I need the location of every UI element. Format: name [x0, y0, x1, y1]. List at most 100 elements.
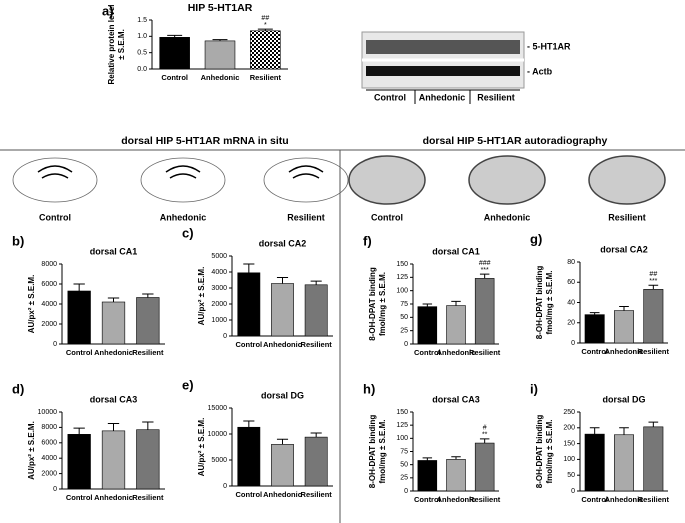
chart-title: dorsal CA1: [432, 246, 480, 256]
panel-label: i): [530, 381, 538, 396]
y-tick-label: 25: [400, 475, 408, 482]
y-tick-label: 100: [396, 435, 408, 442]
y-tick-label: 6000: [41, 440, 57, 447]
blot-band-label: - Actb: [527, 66, 553, 76]
y-tick-label: 60: [567, 279, 575, 286]
bar: [271, 444, 294, 487]
image-label: Resilient: [287, 212, 325, 222]
bar: [417, 460, 438, 492]
chart-title: HIP 5-HT1AR: [188, 2, 253, 14]
bar: [643, 289, 664, 344]
y-tick-label: 150: [563, 440, 575, 447]
y-tick-label: 8000: [41, 424, 57, 431]
y-tick-label: 75: [400, 301, 408, 308]
error-bar: [422, 457, 433, 461]
significance: **: [482, 432, 488, 439]
y-axis-label: fmol/mg ± S.E.M.: [545, 420, 554, 484]
chart-title: dorsal DG: [261, 390, 304, 400]
x-tick-label: Anhedonic: [605, 495, 644, 504]
chart-title: dorsal CA1: [90, 246, 138, 256]
panel-label: d): [12, 381, 24, 396]
x-tick-label: Control: [235, 490, 262, 499]
error-bar: [648, 421, 659, 427]
bar: [204, 40, 236, 70]
y-tick-label: 0: [53, 486, 57, 493]
error-bar: [276, 276, 289, 284]
bar: [304, 284, 328, 337]
y-axis-label: 8-OH-DPAT binding: [535, 266, 544, 340]
x-tick-label: Control: [414, 495, 441, 504]
y-axis-label: AU/px² ± S.E.M.: [27, 275, 36, 334]
panel-label: a): [102, 3, 114, 18]
y-tick-label: 50: [567, 472, 575, 479]
error-bar: [257, 28, 273, 31]
x-tick-label: Resilient: [301, 490, 333, 499]
bar: [584, 314, 605, 344]
y-tick-label: 75: [400, 448, 408, 455]
y-tick-label: 200: [563, 425, 575, 432]
bar: [136, 429, 160, 490]
error-bar: [73, 427, 85, 435]
error-bar: [589, 312, 600, 315]
significance: *: [264, 22, 267, 29]
error-bar: [310, 432, 322, 438]
y-axis-label: AU/px² ± S.E.M.: [27, 421, 36, 480]
autorad-images: [348, 155, 666, 205]
bar: [614, 310, 634, 344]
y-tick-label: 2000: [211, 301, 227, 308]
y-tick-label: 1.0: [137, 33, 147, 40]
blot-group-label: Resilient: [477, 92, 515, 102]
significance: ###: [479, 260, 491, 267]
y-axis-label: ± S.E.M.: [117, 29, 126, 60]
y-axis-label: Relative protein level: [107, 4, 116, 84]
chart-title: dorsal CA2: [259, 238, 307, 248]
x-tick-label: Control: [235, 340, 262, 349]
y-tick-label: 8000: [41, 261, 57, 268]
bar: [271, 283, 294, 337]
blot-image: [361, 31, 525, 89]
y-tick-label: 150: [396, 409, 408, 416]
x-tick-label: Anhedonic: [94, 348, 133, 357]
bar: [159, 37, 190, 70]
x-tick-label: Control: [66, 348, 93, 357]
blot-group-label: Control: [374, 92, 406, 102]
error-bar: [619, 427, 629, 435]
error-bar: [73, 283, 85, 291]
y-tick-label: 0: [53, 341, 57, 348]
x-tick-label: Resilient: [132, 348, 164, 357]
y-tick-label: 10000: [38, 409, 58, 416]
y-tick-label: 250: [563, 409, 575, 416]
y-tick-label: 150: [396, 261, 408, 268]
x-tick-label: Resilient: [638, 495, 670, 504]
y-tick-label: 125: [396, 274, 408, 281]
y-tick-label: 40: [567, 299, 575, 306]
bar: [643, 426, 664, 492]
bar: [614, 434, 634, 492]
y-tick-label: 2000: [41, 470, 57, 477]
y-tick-label: 5000: [211, 253, 227, 260]
error-bar: [107, 423, 120, 431]
x-tick-label: Resilient: [469, 495, 501, 504]
y-tick-label: 4000: [211, 269, 227, 276]
bar: [101, 430, 126, 490]
bar: [237, 272, 261, 337]
x-tick-label: Anhedonic: [263, 490, 302, 499]
bar: [584, 433, 605, 492]
y-tick-label: 100: [563, 456, 575, 463]
panel-label: h): [363, 381, 375, 396]
error-bar: [212, 39, 228, 41]
insitu-images: [12, 157, 349, 203]
error-bar: [142, 421, 154, 430]
significance: ##: [649, 271, 657, 278]
error-bar: [167, 34, 183, 38]
error-bar: [479, 438, 490, 444]
panel-label: f): [363, 233, 372, 248]
bar: [101, 301, 126, 345]
bar: [237, 426, 261, 487]
bar: [136, 297, 160, 345]
chart-title: dorsal CA2: [600, 244, 648, 254]
y-tick-label: 4000: [41, 455, 57, 462]
y-tick-label: 80: [567, 259, 575, 266]
panel-label: e): [182, 377, 194, 392]
